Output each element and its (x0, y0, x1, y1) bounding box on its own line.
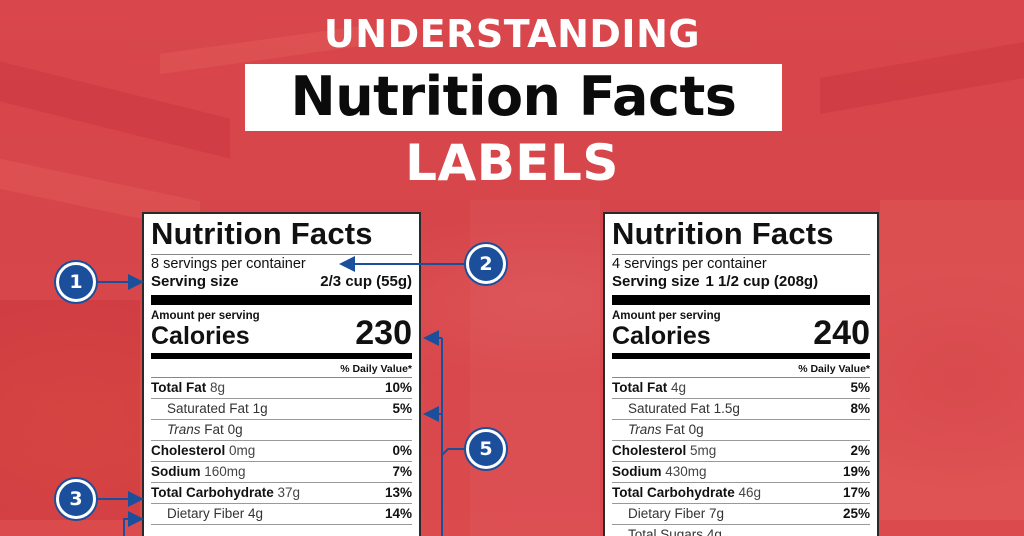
nutrient-name: Total Fat (151, 380, 207, 395)
nutrient-amount: 0g (227, 422, 243, 437)
nutrient-amount: 1g (252, 401, 268, 416)
nutrient-percent: 13% (384, 485, 412, 500)
nutrient-row-total-sugars: Total Sugars 4g (612, 525, 870, 536)
nutrient-percent: 5% (392, 401, 412, 416)
serving-size-value: 1 1/2 cup (208g) (705, 273, 819, 290)
nutrient-amount: 46g (738, 485, 762, 500)
nutrient-name: Sodium (151, 464, 201, 479)
marker-badge-2: 2 (466, 244, 506, 284)
daily-value-header: % Daily Value* (151, 362, 412, 378)
servings-per-container: 4 servings per container (612, 256, 767, 272)
serving-size-row: Serving size 2/3 cup (55g) (151, 273, 412, 291)
nutrient-amount: 4g (706, 527, 722, 536)
nutrient-name: Cholesterol (612, 443, 687, 458)
nutrient-name: Dietary Fiber (628, 506, 706, 521)
servings-per-container: 8 servings per container (151, 256, 306, 272)
nutrient-row-saturated-fat: Saturated Fat 1g 5% (151, 399, 412, 420)
nutrient-name: Fat (665, 422, 685, 437)
calories-label: Calories (612, 322, 711, 350)
serving-size-label: Serving size (151, 273, 239, 290)
nutrient-amount: 1.5g (713, 401, 740, 416)
nutrient-percent: 0% (392, 443, 412, 458)
label-title: Nutrition Facts (151, 216, 373, 251)
nutrient-percent: 17% (842, 485, 870, 500)
nutrient-amount: 8g (210, 380, 226, 395)
daily-value-header: % Daily Value* (612, 362, 870, 378)
calories-value: 240 (813, 314, 870, 352)
nutrient-row-trans-fat: Trans Fat 0g (151, 420, 412, 441)
nutrient-row-total-fat: Total Fat 4g 5% (612, 378, 870, 399)
nutrient-row-saturated-fat: Saturated Fat 1.5g 8% (612, 399, 870, 420)
nutrition-label-left: Nutrition Facts 8 servings per container… (142, 212, 421, 536)
nutrient-name: Cholesterol (151, 443, 226, 458)
nutrient-row-cholesterol: Cholesterol 5mg 2% (612, 441, 870, 462)
nutrient-percent: 5% (850, 380, 870, 395)
nutrient-percent: 7% (392, 464, 412, 479)
nutrient-name: Saturated Fat (167, 401, 249, 416)
nutrient-row-dietary-fiber: Dietary Fiber 4g 14% (151, 504, 412, 525)
heading-understanding: UNDERSTANDING (323, 12, 701, 56)
heading-labels: LABELS (405, 134, 619, 192)
nutrient-name: Saturated Fat (628, 401, 710, 416)
nutrient-amount: 0g (688, 422, 704, 437)
nutrient-row-dietary-fiber: Dietary Fiber 7g 25% (612, 504, 870, 525)
divider (151, 254, 412, 255)
nutrient-percent: 10% (384, 380, 412, 395)
calories-label: Calories (151, 322, 250, 350)
nutrient-row-trans-fat: Trans Fat 0g (612, 420, 870, 441)
serving-size-label: Serving size (612, 273, 700, 290)
serving-size-row: Serving size 1 1/2 cup (208g) (612, 273, 870, 291)
nutrient-amount: 7g (709, 506, 725, 521)
nutrient-percent: 2% (850, 443, 870, 458)
heading-nutrition-facts: Nutrition Facts (290, 65, 737, 128)
calories-row: Calories 230 (151, 316, 412, 350)
medium-divider (151, 353, 412, 359)
heading-highlight-box: Nutrition Facts (245, 64, 782, 131)
nutrient-percent: 25% (842, 506, 870, 521)
nutrient-row-sodium: Sodium 430mg 19% (612, 462, 870, 483)
nutrient-name: Total Carbohydrate (612, 485, 735, 500)
nutrient-amount: 4g (248, 506, 264, 521)
marker-badge-1: 1 (56, 262, 96, 302)
nutrient-row-cholesterol: Cholesterol 0mg 0% (151, 441, 412, 462)
nutrient-percent: 14% (384, 506, 412, 521)
thick-divider (612, 295, 870, 305)
medium-divider (612, 353, 870, 359)
nutrient-name: Total Sugars (628, 527, 704, 536)
nutrient-name: Dietary Fiber (167, 506, 245, 521)
nutrient-percent: 8% (850, 401, 870, 416)
nutrient-amount: 37g (277, 485, 301, 500)
calories-row: Calories 240 (612, 316, 870, 350)
divider (612, 254, 870, 255)
marker-badge-5: 5 (466, 429, 506, 469)
serving-size-value: 2/3 cup (55g) (320, 273, 412, 290)
thick-divider (151, 295, 412, 305)
label-title: Nutrition Facts (612, 216, 834, 251)
nutrient-amount: 5mg (690, 443, 717, 458)
nutrient-name: Total Carbohydrate (151, 485, 274, 500)
nutrient-name: Total Fat (612, 380, 668, 395)
nutrient-amount: 0mg (229, 443, 256, 458)
amount-per-serving: Amount per serving (612, 310, 721, 322)
nutrient-amount: 430mg (665, 464, 707, 479)
nutrient-percent: 19% (842, 464, 870, 479)
nutrient-row-sodium: Sodium 160mg 7% (151, 462, 412, 483)
nutrient-row-total-fat: Total Fat 8g 10% (151, 378, 412, 399)
nutrient-amount: 160mg (204, 464, 246, 479)
nutrient-row-total-carbohydrate: Total Carbohydrate 37g 13% (151, 483, 412, 504)
nutrient-amount: 4g (671, 380, 687, 395)
nutrient-name-italic: Trans (628, 422, 662, 437)
nutrient-name-italic: Trans (167, 422, 201, 437)
nutrient-name: Fat (204, 422, 224, 437)
amount-per-serving: Amount per serving (151, 310, 260, 322)
marker-badge-3: 3 (56, 479, 96, 519)
nutrition-label-right: Nutrition Facts 4 servings per container… (603, 212, 879, 536)
calories-value: 230 (355, 314, 412, 352)
nutrient-name: Sodium (612, 464, 662, 479)
nutrient-row-total-carbohydrate: Total Carbohydrate 46g 17% (612, 483, 870, 504)
